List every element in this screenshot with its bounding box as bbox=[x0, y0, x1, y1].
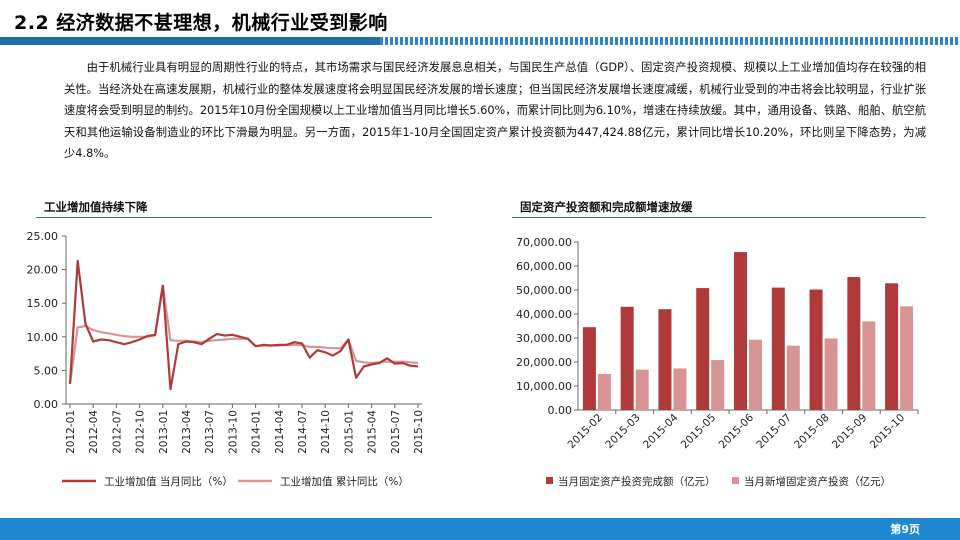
y-tick-label: 15.00 bbox=[27, 297, 59, 310]
bar-completed-investment bbox=[847, 277, 861, 410]
title-underline bbox=[0, 37, 960, 45]
bar-new-investment bbox=[749, 339, 762, 410]
y-tick-label: 0.00 bbox=[548, 404, 573, 417]
x-tick-label: 2015-02 bbox=[566, 412, 606, 452]
x-tick-label: 2015-05 bbox=[679, 412, 719, 452]
x-tick-label: 2015-07 bbox=[390, 410, 402, 454]
x-tick-label: 2015-10 bbox=[413, 410, 425, 454]
x-tick-label: 2012-10 bbox=[135, 410, 147, 454]
x-tick-label: 2015-04 bbox=[641, 411, 681, 451]
series-line-cumulative-yoy bbox=[68, 284, 419, 384]
page-number: 第9页 bbox=[890, 523, 920, 536]
y-tick-label: 20,000.00 bbox=[516, 356, 572, 369]
bar-new-investment bbox=[862, 321, 876, 410]
legend-label: 工业增加值 累计同比（%） bbox=[280, 475, 409, 488]
bar-completed-investment bbox=[658, 309, 672, 410]
x-tick-label: 2014-07 bbox=[297, 410, 309, 454]
x-tick-label: 2013-07 bbox=[204, 410, 216, 454]
legend-label: 工业增加值 当月同比（%） bbox=[104, 475, 233, 488]
x-tick-label: 2014-04 bbox=[274, 410, 286, 454]
fixed-asset-bar-chart: 70,000.00 60,000.00 50,000.00 40,000.00 30,0… bbox=[516, 236, 919, 488]
title-underline-striped bbox=[380, 37, 960, 45]
y-tick-label: 70,000.00 bbox=[516, 236, 572, 249]
bar-new-investment bbox=[635, 369, 649, 410]
x-tick-label: 2012-01 bbox=[65, 410, 77, 454]
bar-new-investment bbox=[824, 338, 838, 410]
bar-completed-investment bbox=[734, 252, 747, 410]
x-tick-label: 2014-10 bbox=[320, 410, 332, 454]
body-paragraph: 由于机械行业具有明显的周期性行业的特点，其市场需求与国民经济发展息息相关，与国民… bbox=[64, 61, 926, 160]
bar-completed-investment bbox=[620, 306, 634, 410]
legend-swatch bbox=[732, 477, 739, 484]
y-tick-label: 10,000.00 bbox=[516, 380, 572, 393]
y-tick-label: 10.00 bbox=[27, 331, 59, 344]
x-tick-label: 2013-10 bbox=[227, 410, 239, 454]
bar-new-investment bbox=[711, 360, 725, 410]
bar-completed-investment bbox=[582, 327, 596, 410]
x-tick-label: 2015-09 bbox=[830, 412, 870, 452]
x-tick-label: 2012-07 bbox=[111, 410, 123, 454]
footer-bar: 第9页 bbox=[0, 518, 960, 540]
title-underline-solid bbox=[0, 37, 380, 45]
y-tick-label: 20.00 bbox=[27, 264, 59, 277]
x-tick-label: 2013-04 bbox=[181, 410, 193, 454]
x-tick-label: 2012-04 bbox=[88, 410, 100, 454]
bar-completed-investment bbox=[771, 287, 785, 410]
legend-label: 当月新增固定资产投资（亿元） bbox=[744, 475, 891, 488]
x-tick-label: 2015-03 bbox=[603, 412, 643, 452]
series-line-monthly-yoy bbox=[68, 259, 419, 391]
y-tick-label: 40,000.00 bbox=[516, 308, 572, 321]
industrial-value-line-chart: 25.00 20.00 15.00 10.00 5.00 0.00 2012-01 2012-… bbox=[27, 230, 426, 488]
bar-completed-investment bbox=[885, 283, 899, 410]
line-chart-title: 工业增加值持续下降 bbox=[44, 200, 148, 214]
x-tick-label: 2015-08 bbox=[792, 412, 832, 452]
bar-new-investment bbox=[597, 374, 611, 410]
x-tick-label: 2015-07 bbox=[754, 412, 794, 452]
legend-label: 当月固定资产投资完成额（亿元） bbox=[558, 475, 716, 488]
y-tick-label: 60,000.00 bbox=[516, 260, 572, 273]
y-tick-label: 30,000.00 bbox=[516, 332, 572, 345]
bar-chart-title: 固定资产投资额和完成额增速放缓 bbox=[520, 200, 693, 214]
legend-swatch bbox=[546, 477, 553, 484]
x-tick-label: 2015-01 bbox=[343, 410, 355, 454]
x-tick-label: 2015-06 bbox=[717, 411, 757, 451]
y-tick-label: 25.00 bbox=[27, 230, 59, 243]
bar-completed-investment bbox=[696, 288, 710, 410]
bar-chart-title-rule bbox=[512, 217, 926, 218]
line-chart-title-rule bbox=[36, 217, 432, 218]
y-tick-label: 50,000.00 bbox=[516, 284, 572, 297]
bar-new-investment bbox=[786, 345, 800, 410]
bar-new-investment bbox=[900, 306, 914, 410]
bar-new-investment bbox=[673, 368, 687, 410]
slide-title: 2.2 经济数据不甚理想，机械行业受到影响 bbox=[14, 12, 388, 34]
x-tick-label: 2013-01 bbox=[158, 410, 170, 454]
y-tick-label: 0.00 bbox=[34, 398, 59, 411]
x-tick-label: 2015-04 bbox=[367, 410, 379, 454]
bar-completed-investment bbox=[809, 289, 823, 410]
x-tick-label: 2014-01 bbox=[251, 410, 263, 454]
y-tick-label: 5.00 bbox=[34, 364, 59, 377]
x-tick-label: 2015-10 bbox=[868, 412, 908, 452]
